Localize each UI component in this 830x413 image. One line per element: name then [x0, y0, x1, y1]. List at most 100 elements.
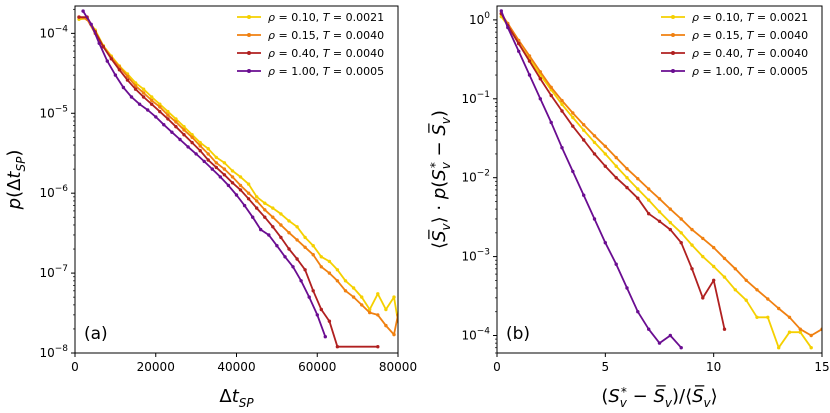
x-axis-label: (Sv* − S̅v)/⟨S̅v⟩: [601, 385, 717, 410]
data-point: [141, 95, 146, 99]
legend-label: ρ = 1.00, T = 0.0005: [268, 65, 384, 78]
y-tick-label: 100: [469, 11, 490, 27]
legend-entry: ρ = 0.10, T = 0.0021: [661, 11, 808, 24]
data-point: [259, 227, 263, 232]
legend-entry: ρ = 1.00, T = 0.0005: [237, 65, 384, 78]
data-point: [255, 206, 259, 210]
data-point: [214, 161, 218, 165]
data-point: [668, 220, 672, 225]
data-point: [150, 102, 154, 106]
data-point: [150, 95, 154, 99]
data-point: [327, 319, 332, 323]
y-tick-label: 10−8: [39, 344, 68, 360]
legend-label: ρ = 0.10, T = 0.0021: [692, 11, 808, 24]
x-tick-label: 20000: [137, 360, 175, 374]
data-point: [798, 327, 802, 331]
data-point: [125, 74, 130, 79]
data-point: [343, 279, 348, 283]
data-point: [97, 41, 101, 45]
data-point: [154, 115, 158, 119]
data-point: [679, 241, 683, 245]
data-point: [150, 98, 154, 103]
data-point: [690, 227, 694, 232]
data-point: [647, 187, 651, 191]
data-point: [560, 146, 564, 150]
x-tick-label: 0: [493, 360, 501, 374]
data-point: [571, 111, 575, 115]
data-point: [327, 271, 332, 275]
data-point: [647, 212, 651, 216]
data-point: [712, 245, 716, 250]
data-point: [603, 164, 607, 168]
data-point: [279, 212, 283, 216]
data-point: [263, 215, 267, 219]
data-point: [657, 341, 662, 345]
data-point: [206, 147, 210, 151]
data-point: [311, 244, 315, 248]
y-tick-label: 10−4: [39, 24, 68, 40]
data-point: [690, 267, 694, 271]
data-point: [722, 256, 727, 261]
data-point: [113, 73, 118, 77]
data-point: [368, 307, 372, 312]
data-point: [166, 117, 170, 121]
data-point: [722, 327, 727, 331]
data-point: [319, 307, 323, 312]
data-point: [279, 235, 283, 240]
data-point: [614, 262, 618, 266]
legend-marker: [247, 15, 251, 19]
data-point: [538, 70, 542, 74]
data-point: [506, 25, 510, 30]
data-point: [571, 115, 575, 120]
x-tick-label: 0: [71, 360, 79, 374]
data-point: [307, 295, 311, 299]
data-point: [603, 241, 607, 245]
legend-marker: [247, 33, 251, 37]
data-point: [392, 295, 396, 299]
y-tick-label: 10−4: [461, 326, 490, 342]
data-point: [77, 15, 81, 19]
legend-label: ρ = 0.15, T = 0.0040: [268, 29, 384, 42]
data-point: [158, 105, 162, 109]
data-point: [755, 315, 759, 319]
y-tick-label: 10−1: [461, 90, 490, 106]
data-point: [517, 41, 521, 46]
data-point: [766, 315, 770, 319]
data-point: [571, 169, 575, 174]
data-point: [625, 167, 629, 171]
data-point: [158, 102, 162, 106]
data-point: [679, 346, 683, 350]
data-point: [527, 59, 532, 63]
data-point: [263, 201, 267, 205]
legend-entry: ρ = 0.15, T = 0.0040: [661, 29, 808, 42]
data-point: [777, 346, 781, 350]
data-point: [766, 297, 770, 301]
legend-entry: ρ = 0.40, T = 0.0040: [661, 47, 808, 60]
data-point: [303, 268, 307, 272]
data-point: [657, 219, 662, 223]
data-point: [376, 313, 380, 317]
data-point: [198, 140, 202, 145]
legend-marker: [247, 69, 251, 73]
data-point: [657, 197, 662, 201]
data-point: [109, 57, 114, 61]
data-point: [517, 49, 521, 53]
data-point: [701, 296, 705, 300]
y-tick-label: 10−2: [461, 169, 490, 185]
data-point: [733, 288, 737, 292]
x-tick-label: 40000: [217, 360, 255, 374]
series-line-2: [500, 13, 822, 337]
data-point: [636, 187, 640, 191]
data-point: [291, 265, 295, 269]
panel-label: (a): [84, 324, 108, 344]
legend-marker: [671, 15, 675, 19]
data-point: [538, 77, 542, 81]
data-point: [137, 102, 142, 106]
data-point: [351, 286, 356, 290]
data-point: [798, 330, 802, 334]
series-line-4: [500, 10, 682, 349]
data-point: [657, 210, 662, 214]
data-point: [166, 113, 170, 117]
data-point: [202, 159, 206, 164]
data-point: [376, 345, 380, 349]
